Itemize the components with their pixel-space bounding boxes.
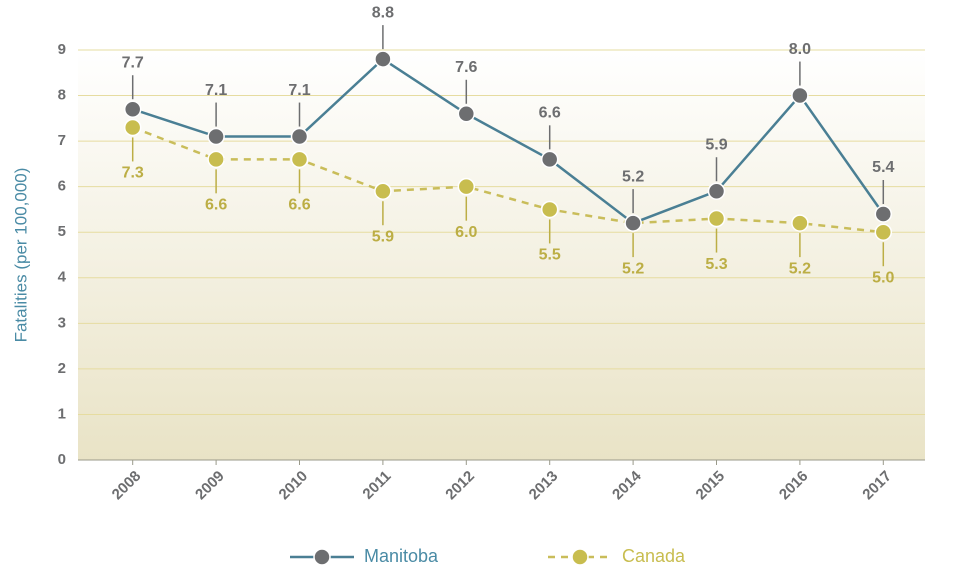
marker	[540, 200, 559, 219]
marker	[874, 223, 893, 241]
x-tick-label: 2014	[609, 467, 645, 503]
value-label: 7.1	[288, 82, 310, 99]
marker	[624, 214, 642, 232]
y-tick-label: 0	[58, 451, 66, 468]
value-label: 7.3	[122, 165, 144, 182]
marker	[540, 150, 559, 169]
value-label: 7.7	[122, 54, 144, 71]
y-tick-label: 9	[58, 41, 66, 58]
value-label: 6.6	[288, 197, 310, 214]
value-label: 8.0	[789, 41, 811, 58]
y-tick-label: 6	[58, 178, 66, 195]
plot-area	[78, 50, 925, 460]
value-label: 5.3	[705, 256, 727, 273]
x-tick-label: 2011	[359, 468, 394, 503]
y-tick-label: 1	[58, 405, 66, 422]
x-tick-label: 2008	[109, 468, 145, 504]
series-line	[132, 126, 884, 234]
marker	[707, 209, 726, 228]
value-label: 5.2	[789, 260, 811, 277]
marker	[207, 150, 225, 169]
marker	[207, 127, 225, 146]
x-tick-label: 2016	[776, 468, 812, 504]
x-tick-label: 2010	[276, 468, 312, 504]
value-label: 6.6	[539, 105, 561, 122]
series-line	[132, 57, 885, 225]
value-label: 5.4	[872, 159, 894, 176]
y-tick-label: 7	[58, 132, 66, 149]
marker	[707, 182, 726, 200]
y-tick-label: 8	[58, 87, 66, 104]
marker	[123, 118, 142, 137]
x-tick-label: 2013	[526, 468, 562, 504]
marker	[457, 177, 476, 196]
y-tick-label: 4	[58, 269, 67, 286]
y-tick-label: 5	[58, 223, 66, 240]
marker	[874, 205, 893, 223]
legend-label: Manitoba	[364, 546, 439, 566]
marker	[123, 100, 142, 118]
marker	[374, 50, 392, 68]
x-tick-label: 2017	[859, 468, 895, 504]
legend-label: Canada	[622, 546, 686, 566]
value-label: 7.1	[205, 82, 227, 99]
y-tick-label: 3	[58, 314, 66, 331]
legend-marker	[313, 548, 331, 566]
value-label: 5.0	[872, 269, 894, 286]
marker	[791, 86, 809, 105]
marker	[290, 127, 309, 146]
value-label: 5.2	[622, 168, 644, 185]
marker	[290, 150, 309, 169]
value-label: 5.9	[705, 136, 727, 153]
x-tick-label: 2015	[693, 468, 729, 504]
value-label: 5.2	[622, 260, 644, 277]
x-tick-label: 2012	[442, 468, 478, 504]
marker	[791, 214, 809, 232]
y-tick-label: 2	[58, 360, 66, 377]
value-label: 5.5	[539, 247, 561, 264]
value-label: 6.0	[455, 224, 477, 241]
value-label: 8.8	[372, 4, 394, 21]
marker	[457, 105, 476, 123]
value-label: 6.6	[205, 197, 227, 214]
x-tick-label: 2009	[192, 468, 228, 504]
legend-marker	[571, 548, 589, 566]
marker	[374, 182, 392, 200]
y-axis-label: Fatalities (per 100,000)	[11, 168, 30, 343]
value-label: 5.9	[372, 228, 394, 245]
value-label: 7.6	[455, 59, 477, 76]
